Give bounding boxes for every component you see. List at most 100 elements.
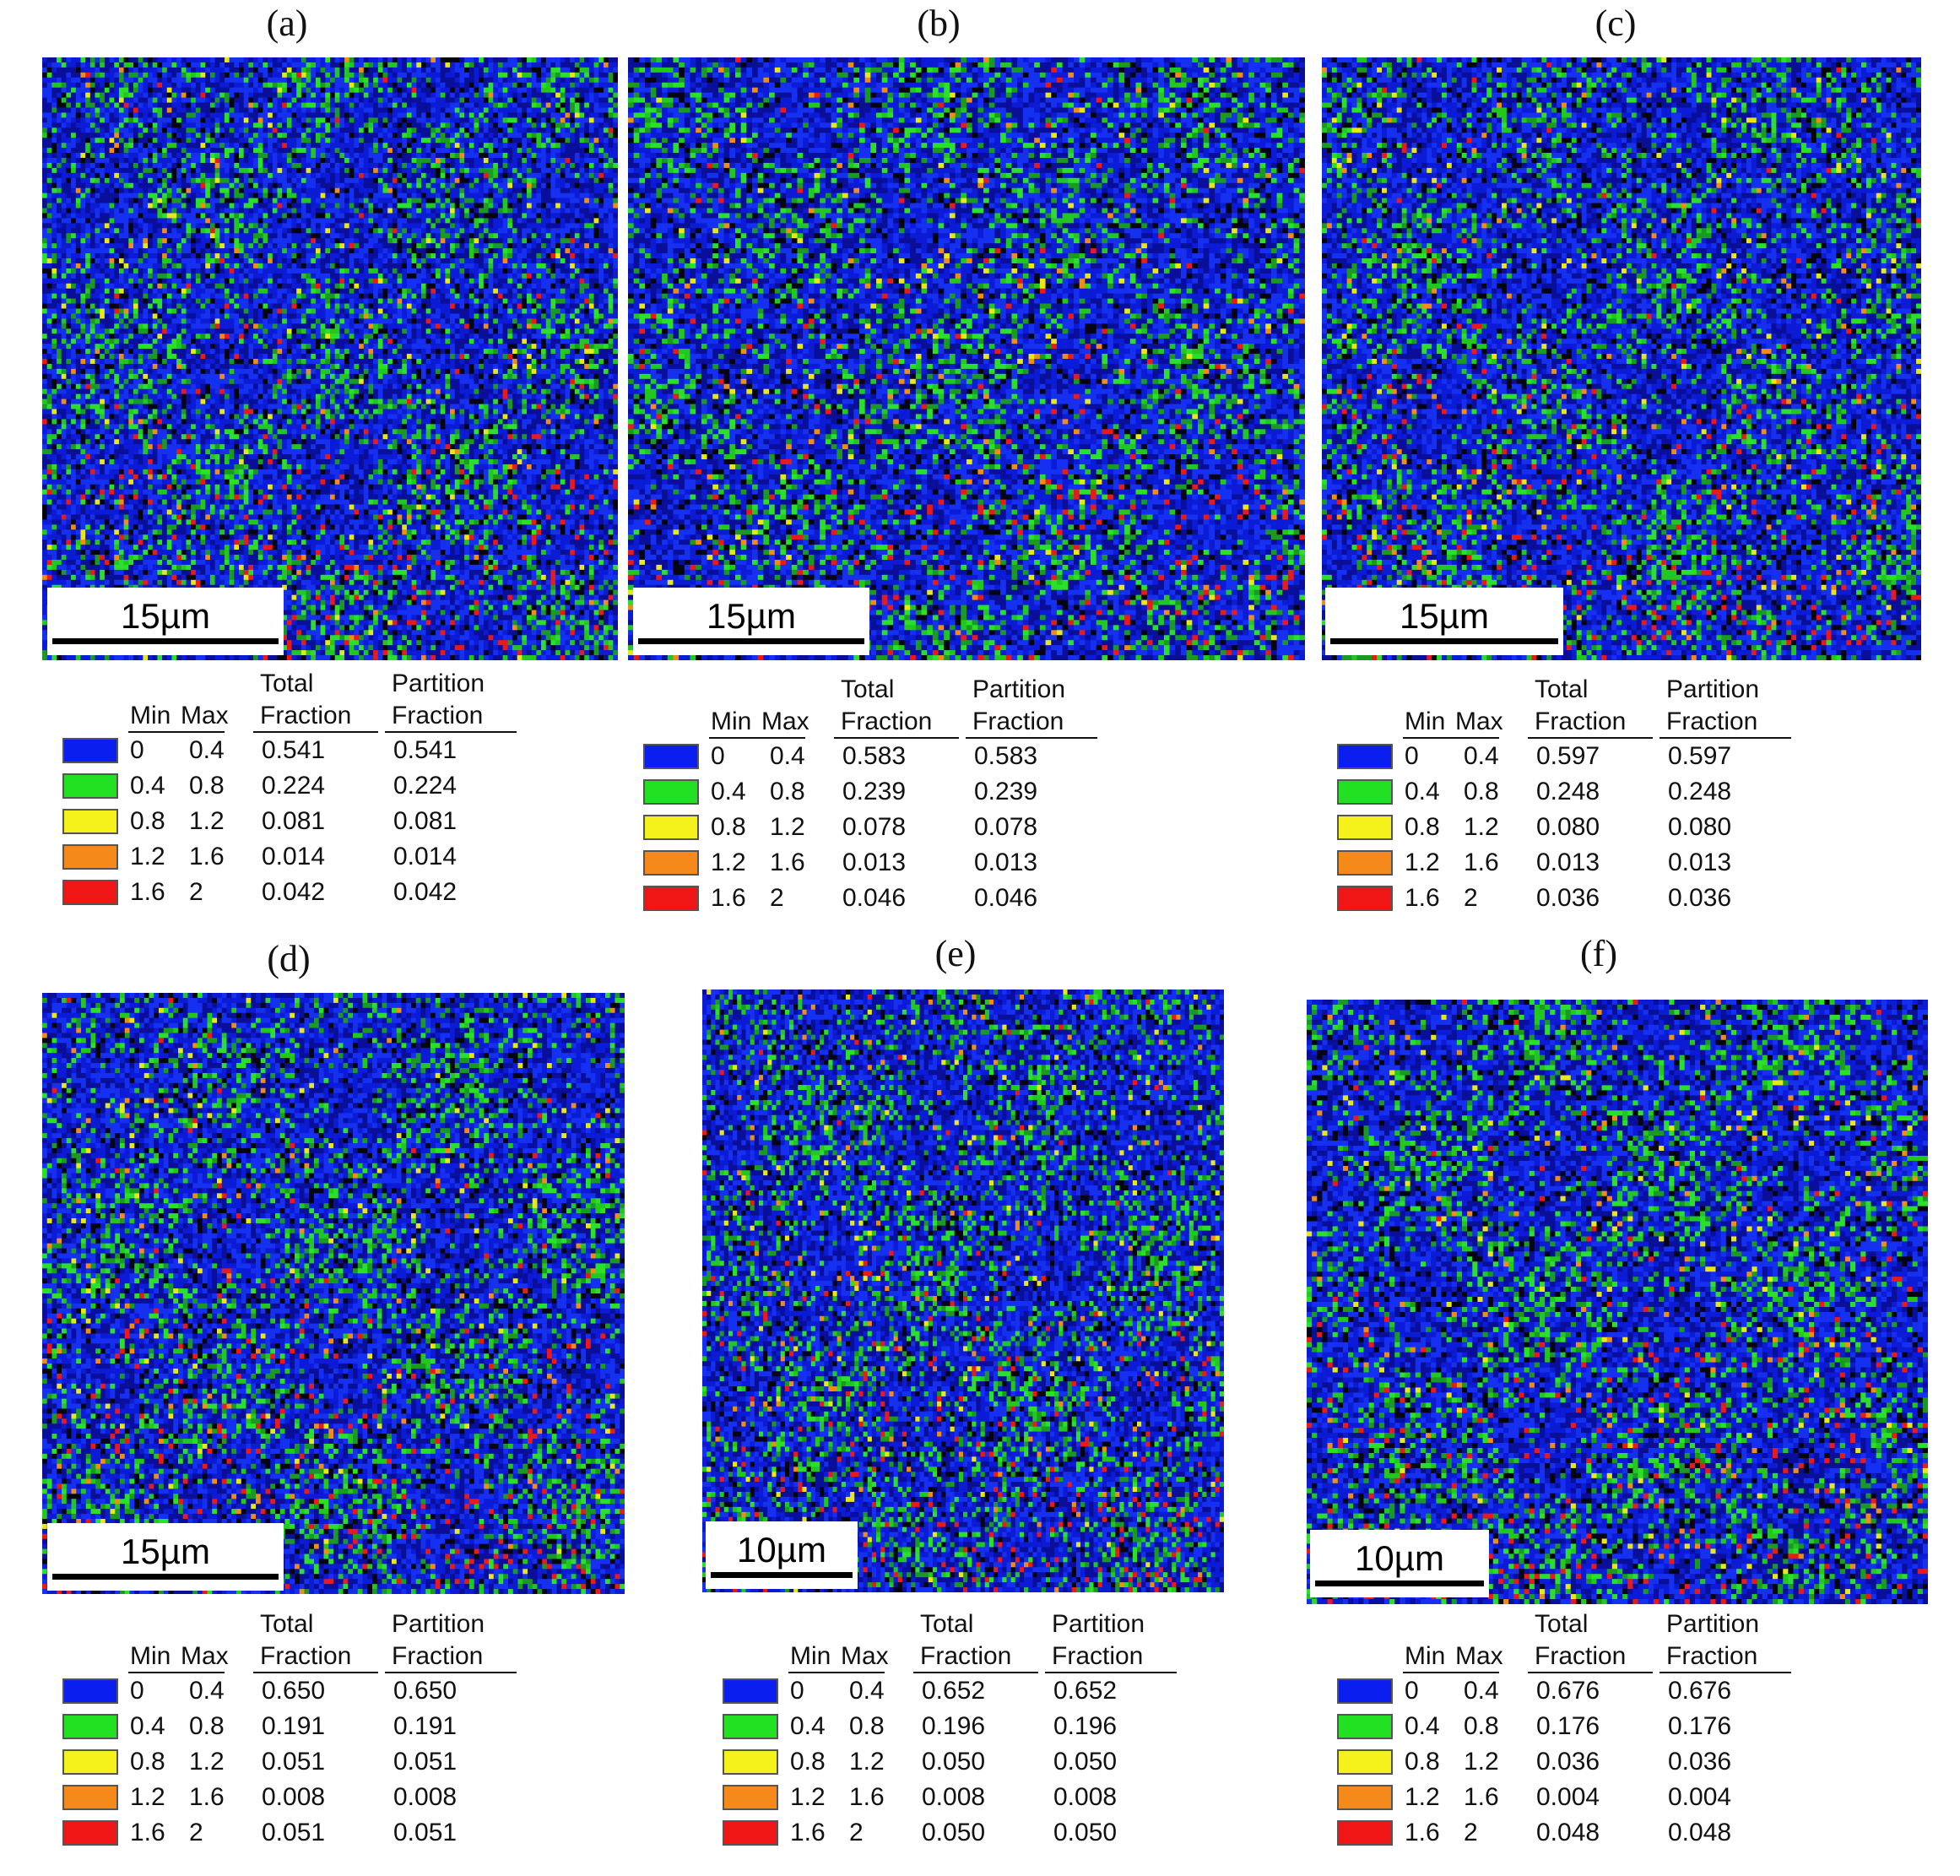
legend-e: Min Max Total Fraction Partition Fraction 0 0.4…: [723, 1608, 1195, 1851]
panel-label-e: (e): [905, 932, 1006, 975]
legend-row: 1.6 2 0.046 0.046: [643, 881, 1116, 916]
panel-label-a: (a): [236, 2, 338, 45]
kam-map-a: [42, 57, 618, 660]
legend-cell-total: 0.013: [842, 849, 906, 877]
scale-bar-line: [638, 638, 864, 644]
legend-cell-min: 0: [1405, 742, 1419, 771]
legend-row: 1.6 2 0.036 0.036: [1337, 881, 1810, 916]
legend-cell-total: 0.048: [1536, 1819, 1600, 1847]
kam-map-b: [628, 57, 1305, 660]
scale-bar-c: 15µm: [1325, 588, 1563, 655]
legend-cell-partition: 0.014: [393, 843, 457, 871]
legend-header-total-fraction: Fraction: [920, 1641, 1011, 1672]
kam-map-c: [1322, 57, 1921, 660]
panel-label-c: (c): [1565, 2, 1666, 45]
legend-row: 1.2 1.6 0.013 0.013: [643, 845, 1116, 881]
legend-header-min: Min: [130, 1641, 171, 1672]
legend-cell-min: 0: [711, 742, 725, 771]
legend-header-total: Total: [920, 1609, 973, 1640]
scale-bar-label: 10µm: [1355, 1540, 1444, 1577]
scale-bar-f: 10µm: [1310, 1530, 1489, 1597]
legend-cell-partition: 0.046: [974, 884, 1037, 913]
legend-cell-total: 0.248: [1536, 778, 1600, 806]
legend-header-total: Total: [841, 675, 894, 705]
kam-map-f: [1307, 1000, 1928, 1604]
legend-row: 0.8 1.2 0.036 0.036: [1337, 1744, 1810, 1780]
scale-bar-a: 15µm: [47, 588, 284, 655]
scale-bar-line: [1330, 638, 1558, 644]
legend-cell-max: 0.8: [770, 778, 805, 806]
legend-cell-total: 0.081: [262, 807, 325, 836]
legend-color-swatch: [723, 1678, 778, 1704]
legend-cell-max: 0.8: [189, 1712, 225, 1741]
legend-cell-max: 2: [1464, 1819, 1478, 1847]
legend-row: 1.2 1.6 0.013 0.013: [1337, 845, 1810, 881]
legend-b: Min Max Total Fraction Partition Fraction 0 0.4…: [643, 673, 1116, 916]
legend-cell-partition: 0.050: [1053, 1819, 1117, 1847]
legend-cell-total: 0.008: [922, 1783, 985, 1812]
legend-header: Min Max Total Fraction Partition Fraction: [723, 1608, 1195, 1673]
legend-header-partition: Partition: [392, 1609, 485, 1640]
legend-color-swatch: [62, 1749, 118, 1775]
legend-color-swatch: [1337, 850, 1393, 876]
legend-cell-max: 0.4: [189, 1677, 225, 1705]
legend-cell-partition: 0.652: [1053, 1677, 1117, 1705]
legend-row: 0.4 0.8 0.248 0.248: [1337, 774, 1810, 810]
legend-color-swatch: [62, 1714, 118, 1739]
legend-cell-max: 1.2: [770, 813, 805, 842]
legend-cell-min: 0: [1405, 1677, 1419, 1705]
legend-color-swatch: [1337, 815, 1393, 840]
legend-cell-total: 0.597: [1536, 742, 1600, 771]
legend-cell-max: 1.2: [189, 807, 225, 836]
scale-bar-e: 10µm: [706, 1521, 858, 1589]
legend-cell-min: 1.6: [1405, 884, 1440, 913]
scale-bar-label: 15µm: [121, 598, 210, 635]
legend-cell-min: 0: [130, 1677, 144, 1705]
legend-cell-partition: 0.008: [1053, 1783, 1117, 1812]
legend-header: Min Max Total Fraction Partition Fraction: [1337, 1608, 1810, 1673]
scale-bar-line: [1315, 1581, 1484, 1586]
legend-header-total: Total: [260, 669, 313, 699]
legend-color-swatch: [1337, 886, 1393, 911]
legend-header-total-fraction: Fraction: [1535, 1641, 1626, 1672]
legend-row: 0 0.4 0.652 0.652: [723, 1673, 1195, 1709]
legend-cell-min: 0.4: [1405, 778, 1440, 806]
legend-cell-partition: 0.196: [1053, 1712, 1117, 1741]
legend-header-max: Max: [841, 1641, 889, 1672]
legend-cell-partition: 0.048: [1668, 1819, 1731, 1847]
legend-cell-max: 1.6: [770, 849, 805, 877]
legend-f: Min Max Total Fraction Partition Fraction 0 0.4…: [1337, 1608, 1810, 1851]
legend-cell-max: 0.4: [849, 1677, 885, 1705]
legend-color-swatch: [723, 1749, 778, 1775]
legend-cell-partition: 0.036: [1668, 884, 1731, 913]
legend-color-swatch: [723, 1820, 778, 1846]
legend-cell-partition: 0.191: [393, 1712, 457, 1741]
legend-cell-partition: 0.541: [393, 736, 457, 765]
legend-row: 0.4 0.8 0.191 0.191: [62, 1709, 535, 1744]
legend-color-swatch: [62, 880, 118, 905]
legend-color-swatch: [1337, 744, 1393, 769]
legend-cell-total: 0.078: [842, 813, 906, 842]
legend-cell-total: 0.004: [1536, 1783, 1600, 1812]
legend-cell-min: 0.8: [790, 1748, 826, 1776]
legend-row: 0 0.4 0.676 0.676: [1337, 1673, 1810, 1709]
legend-cell-min: 1.6: [790, 1819, 826, 1847]
legend-cell-total: 0.239: [842, 778, 906, 806]
legend-cell-max: 0.4: [1464, 1677, 1499, 1705]
legend-color-swatch: [723, 1785, 778, 1810]
legend-header-partition-fraction: Fraction: [392, 701, 483, 731]
legend-row: 0.8 1.2 0.051 0.051: [62, 1744, 535, 1780]
legend-color-swatch: [62, 1785, 118, 1810]
legend-header-partition: Partition: [972, 675, 1065, 705]
panel-label-f: (f): [1548, 932, 1649, 975]
legend-cell-min: 1.6: [130, 878, 165, 907]
legend-header-total: Total: [260, 1609, 313, 1640]
scale-bar-d: 15µm: [47, 1523, 284, 1591]
legend-row: 1.6 2 0.042 0.042: [62, 875, 535, 910]
legend-cell-partition: 0.676: [1668, 1677, 1731, 1705]
legend-cell-min: 0.4: [1405, 1712, 1440, 1741]
legend-cell-partition: 0.081: [393, 807, 457, 836]
legend-cell-max: 1.6: [849, 1783, 885, 1812]
legend-cell-max: 2: [849, 1819, 864, 1847]
legend-header-max: Max: [181, 701, 229, 731]
